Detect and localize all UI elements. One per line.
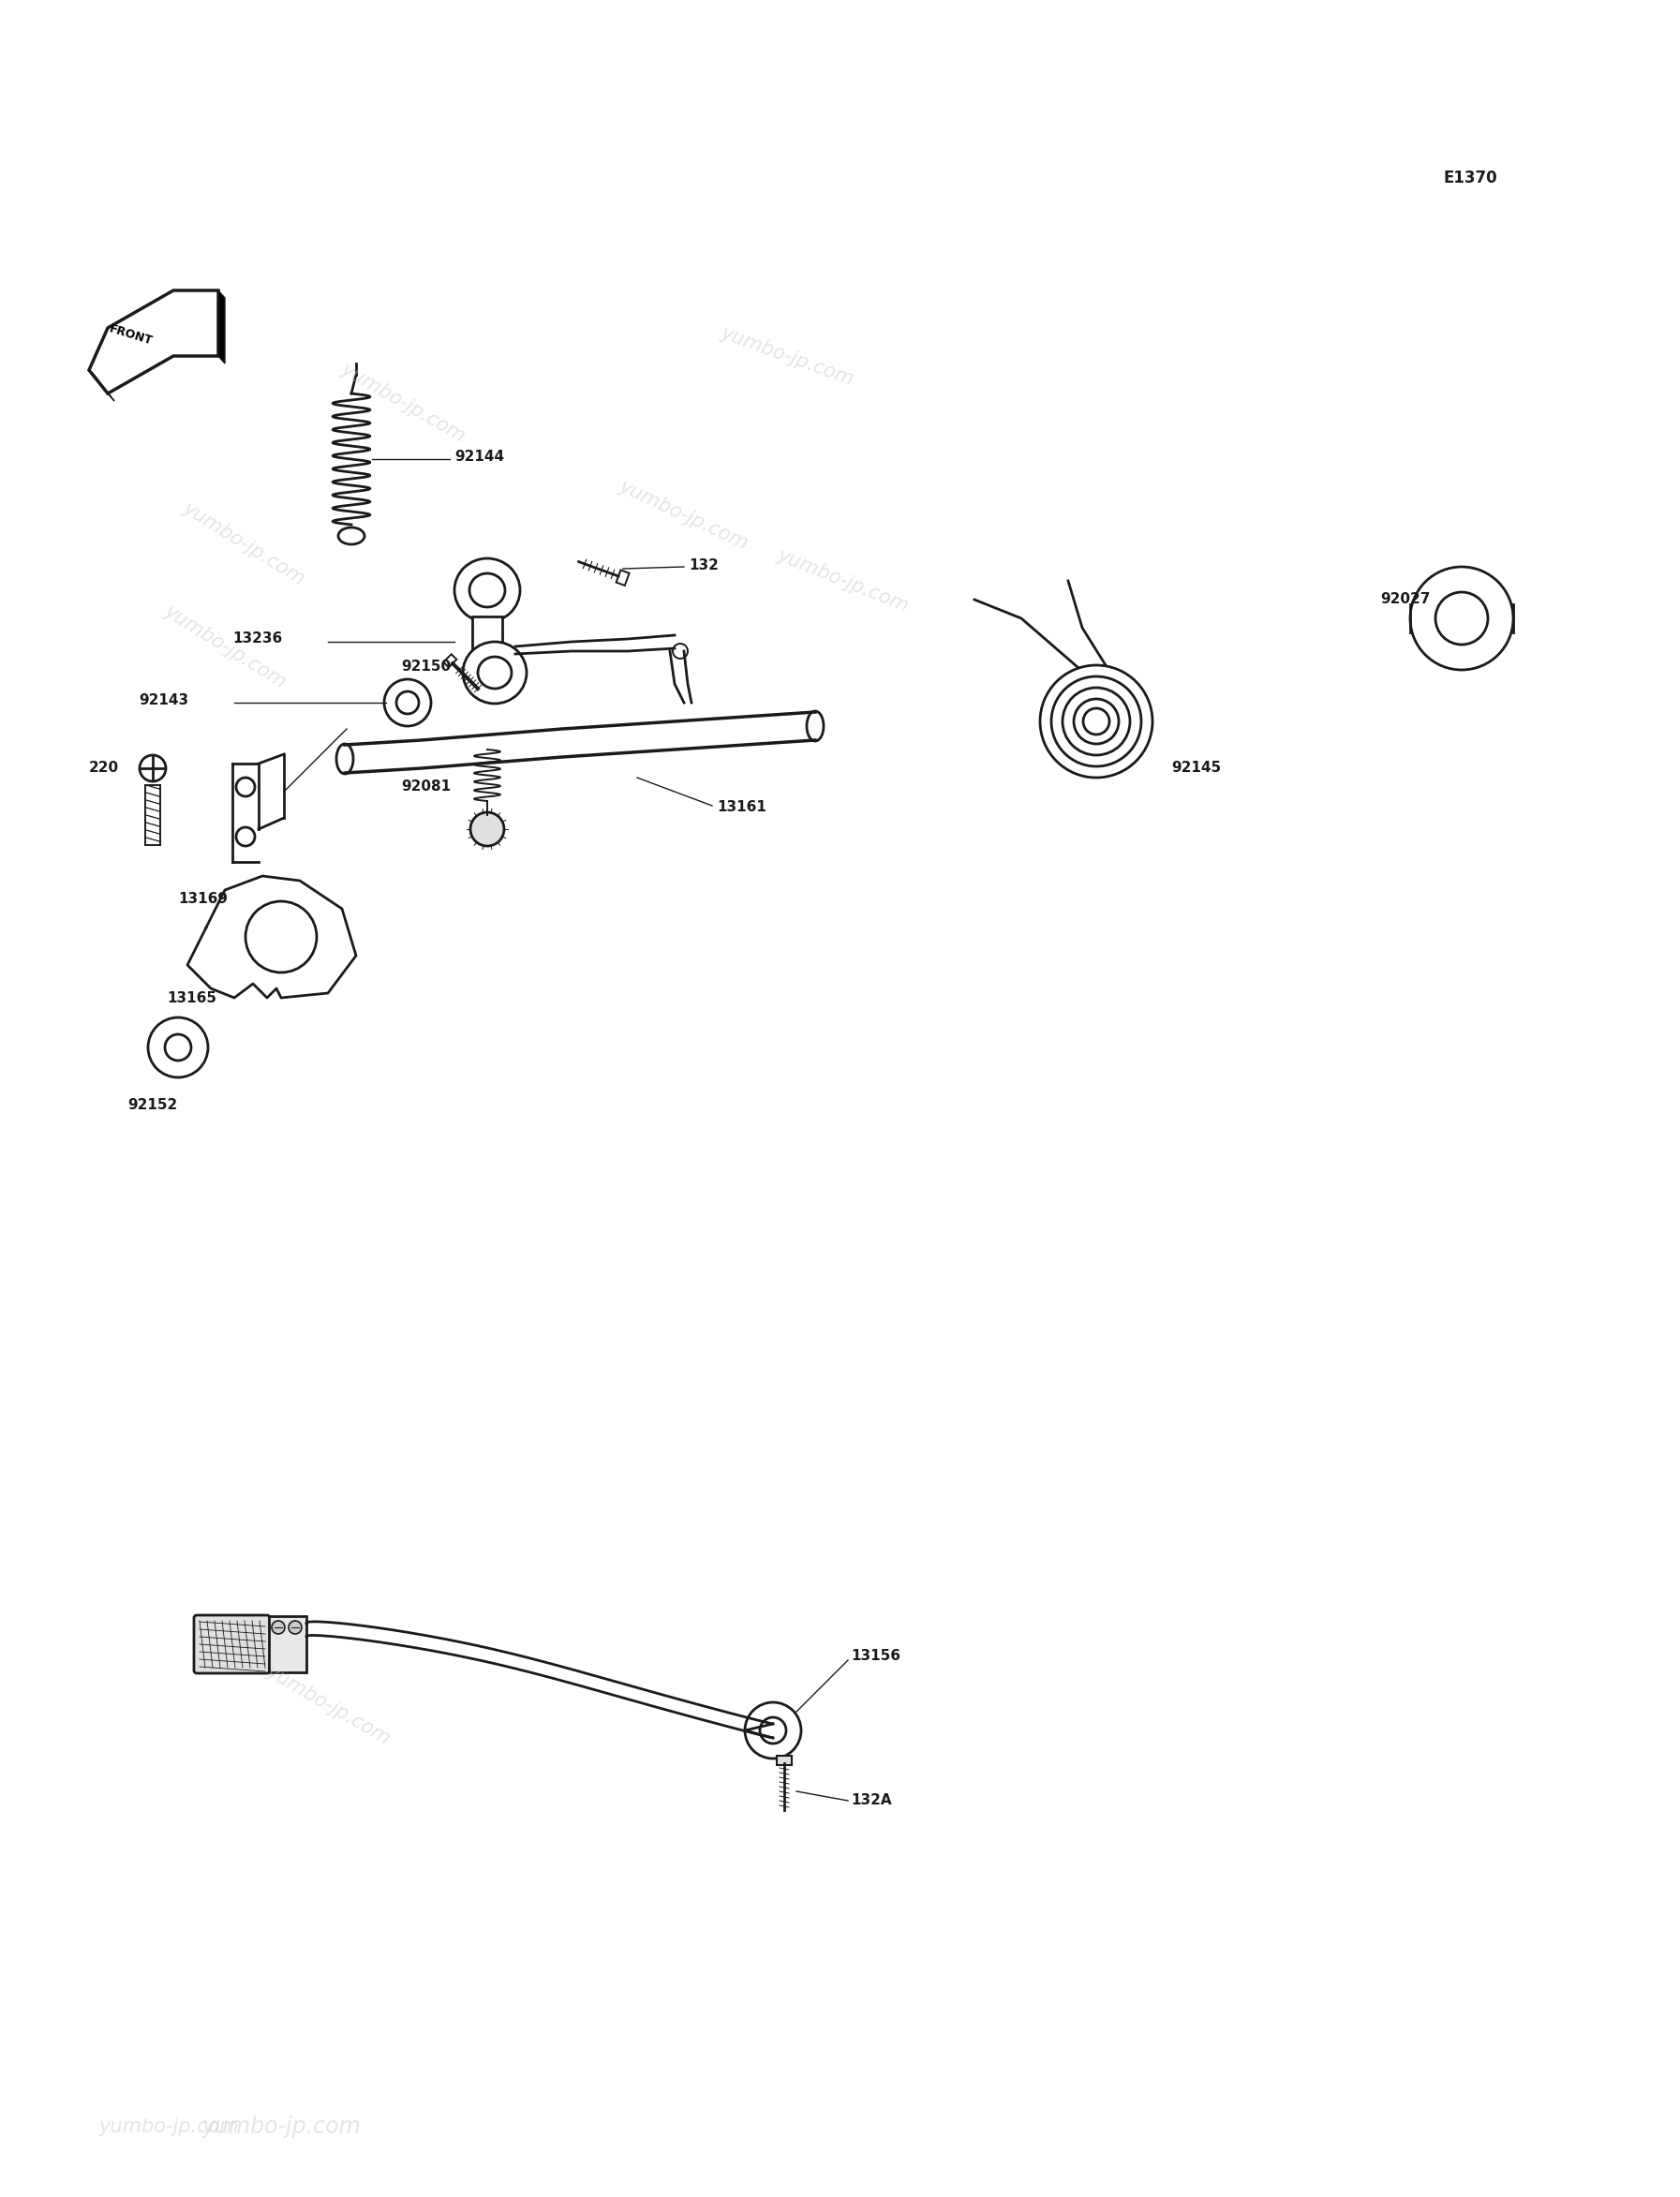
- Text: 13161: 13161: [717, 800, 766, 815]
- Ellipse shape: [464, 642, 526, 703]
- Text: E1370: E1370: [1443, 169, 1497, 187]
- Polygon shape: [89, 369, 114, 402]
- Ellipse shape: [237, 778, 255, 795]
- Text: yumbo-jp.com: yumbo-jp.com: [202, 2116, 361, 2138]
- Text: 220: 220: [89, 760, 119, 776]
- Polygon shape: [89, 290, 218, 393]
- Circle shape: [672, 644, 687, 659]
- Ellipse shape: [469, 573, 506, 606]
- Circle shape: [470, 813, 504, 846]
- Text: 13165: 13165: [166, 991, 217, 1004]
- Text: 92145: 92145: [1171, 760, 1221, 776]
- Text: yumbo-jp.com: yumbo-jp.com: [180, 499, 307, 589]
- FancyBboxPatch shape: [269, 1617, 306, 1672]
- Text: 13169: 13169: [178, 892, 228, 907]
- Ellipse shape: [237, 828, 255, 846]
- Ellipse shape: [454, 558, 521, 622]
- Text: 132: 132: [689, 558, 719, 571]
- Circle shape: [289, 1621, 302, 1635]
- Text: 92081: 92081: [402, 780, 450, 793]
- Polygon shape: [444, 655, 457, 668]
- Text: yumbo-jp.com: yumbo-jp.com: [160, 602, 289, 692]
- Text: 132A: 132A: [850, 1793, 892, 1808]
- Text: yumbo-jp.com: yumbo-jp.com: [262, 1661, 393, 1749]
- Text: yumbo-jp.com: yumbo-jp.com: [774, 545, 912, 615]
- FancyBboxPatch shape: [776, 1755, 791, 1764]
- Polygon shape: [472, 617, 502, 655]
- FancyBboxPatch shape: [193, 1615, 270, 1674]
- Text: 92027: 92027: [1381, 593, 1430, 606]
- Text: 92152: 92152: [128, 1098, 178, 1112]
- Text: 92143: 92143: [139, 692, 188, 707]
- Text: 13156: 13156: [850, 1648, 900, 1663]
- Text: 13236: 13236: [232, 633, 282, 646]
- Circle shape: [1435, 593, 1488, 644]
- Circle shape: [165, 1035, 192, 1061]
- Circle shape: [759, 1718, 786, 1744]
- Text: 92150: 92150: [402, 659, 450, 674]
- Ellipse shape: [336, 745, 353, 773]
- Circle shape: [272, 1621, 286, 1635]
- Polygon shape: [617, 569, 630, 584]
- Text: yumbo-jp.com: yumbo-jp.com: [338, 360, 469, 446]
- Circle shape: [396, 692, 418, 714]
- Circle shape: [245, 901, 318, 973]
- Text: FRONT: FRONT: [108, 323, 155, 347]
- Polygon shape: [218, 290, 225, 363]
- Circle shape: [744, 1703, 801, 1758]
- Text: yumbo-jp.com: yumbo-jp.com: [617, 477, 751, 554]
- Ellipse shape: [806, 712, 823, 740]
- Circle shape: [385, 679, 432, 725]
- Ellipse shape: [477, 657, 512, 688]
- Text: 92144: 92144: [454, 448, 504, 464]
- Circle shape: [148, 1017, 208, 1077]
- Circle shape: [1410, 567, 1514, 670]
- Text: yumbo-jp.com: yumbo-jp.com: [717, 323, 857, 389]
- Text: yumbo-jp.com: yumbo-jp.com: [99, 2118, 239, 2135]
